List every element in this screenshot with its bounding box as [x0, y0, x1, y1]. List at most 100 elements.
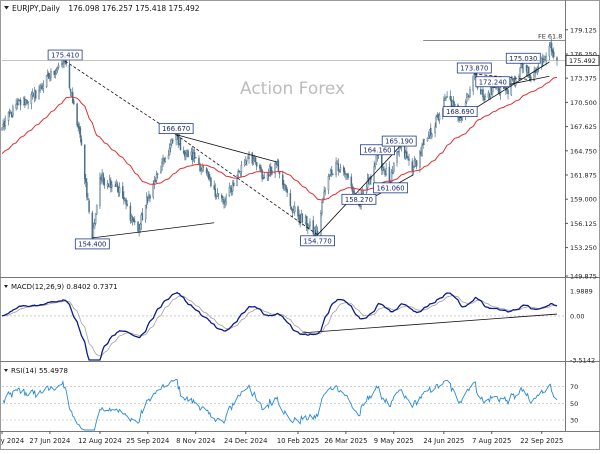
price-label-text: 165.190	[385, 138, 413, 146]
candle	[34, 89, 37, 102]
candle	[134, 216, 136, 226]
candle-body	[231, 183, 234, 192]
price-label[interactable]: 164.160	[360, 144, 395, 156]
candle	[289, 189, 292, 210]
price-label[interactable]: 168.690	[442, 106, 478, 118]
trendline[interactable]	[176, 134, 278, 163]
candle-body	[216, 193, 219, 197]
candle-body	[193, 152, 196, 159]
candle	[407, 155, 409, 161]
price-label[interactable]: 166.670	[158, 123, 194, 135]
candle-body	[201, 166, 203, 171]
candle-body	[426, 137, 429, 142]
candle	[262, 174, 264, 180]
candle-body	[332, 173, 334, 175]
candle-body	[222, 199, 224, 201]
candle	[465, 92, 468, 105]
candle-body	[149, 195, 151, 199]
candle	[298, 209, 300, 225]
candle	[49, 73, 51, 82]
candle-body	[383, 168, 385, 171]
candle-body	[286, 188, 288, 193]
candle	[261, 168, 263, 182]
candle	[337, 158, 340, 176]
rsi-pane: 70 50 30	[2, 378, 578, 431]
candle-body	[131, 216, 134, 221]
price-label[interactable]: 173.870	[456, 62, 492, 74]
candle	[434, 122, 436, 138]
time-tick-label: 12 Aug 2024	[78, 437, 122, 445]
candle	[449, 90, 452, 101]
candle	[164, 156, 166, 163]
trendline[interactable]	[317, 146, 400, 236]
candle	[338, 169, 341, 173]
candle-body	[182, 150, 185, 154]
candle-body	[342, 167, 345, 173]
candle	[344, 167, 346, 178]
candle	[278, 171, 281, 179]
price-label[interactable]: 172.240	[475, 76, 511, 88]
candle-body	[408, 158, 410, 161]
price-axis: 179.125 176.250 173.375 170.500 167.625 164.7…	[565, 26, 597, 281]
trendline[interactable]	[175, 134, 318, 236]
candle	[431, 132, 433, 140]
candle	[208, 171, 210, 181]
candle	[385, 162, 387, 177]
candle-body	[545, 56, 547, 62]
macd-menu-icon[interactable]	[4, 285, 8, 288]
candle	[70, 91, 73, 97]
candle-body	[507, 90, 509, 95]
candle-body	[4, 120, 7, 126]
moving-average	[1, 76, 558, 201]
candle-body	[297, 206, 299, 217]
candle	[139, 223, 141, 234]
price-label[interactable]: 165.190	[381, 135, 417, 147]
macd-trendline[interactable]	[302, 313, 558, 334]
candle	[169, 139, 172, 153]
menu-triangle-icon[interactable]	[4, 6, 9, 10]
price-label[interactable]: 154.400	[74, 238, 110, 250]
candle	[556, 56, 558, 66]
candle	[347, 172, 349, 180]
candle	[236, 174, 238, 187]
candle	[103, 177, 106, 189]
time-axis: 14 May 2024 27 Jun 2024 12 Aug 2024 25 Sep …	[0, 431, 563, 445]
candle	[543, 55, 545, 64]
price-label[interactable]: 161.060	[373, 182, 408, 194]
candle-body	[435, 116, 437, 128]
fe-level-label: FE 61.8	[538, 33, 562, 41]
candle	[231, 180, 234, 196]
trendline[interactable]	[474, 73, 531, 81]
candle	[56, 66, 59, 73]
price-label[interactable]: 175.030	[505, 52, 541, 64]
candle-body	[522, 64, 525, 69]
candle	[309, 218, 311, 230]
candle	[216, 188, 219, 197]
candle-body	[144, 205, 147, 220]
candle-body	[26, 99, 28, 104]
price-label[interactable]: 175.410	[47, 49, 83, 61]
candle-body	[446, 96, 448, 98]
candle-body	[350, 176, 353, 187]
candle-body	[309, 221, 311, 227]
candle	[482, 84, 484, 101]
candle	[122, 182, 124, 199]
price-label[interactable]: 154.770	[300, 235, 335, 247]
price-label[interactable]: 158.270	[341, 193, 377, 205]
trendline[interactable]	[64, 60, 177, 135]
candle-body	[324, 190, 326, 192]
rsi-menu-icon[interactable]	[4, 369, 8, 372]
candle-body	[246, 159, 248, 162]
candle-body	[259, 164, 261, 169]
price-label-text: 158.270	[345, 196, 373, 204]
candle	[335, 157, 337, 178]
candle	[179, 137, 182, 151]
candle-body	[34, 90, 37, 99]
price-label-text: 166.670	[162, 125, 190, 133]
candle	[15, 98, 17, 111]
candle	[419, 150, 421, 173]
trendline[interactable]	[92, 222, 215, 239]
rsi-tick-label: 30	[570, 417, 578, 425]
macd-header: MACD(12,26,9) 0.8402 0.7371	[11, 283, 118, 291]
candle-body	[449, 95, 452, 100]
